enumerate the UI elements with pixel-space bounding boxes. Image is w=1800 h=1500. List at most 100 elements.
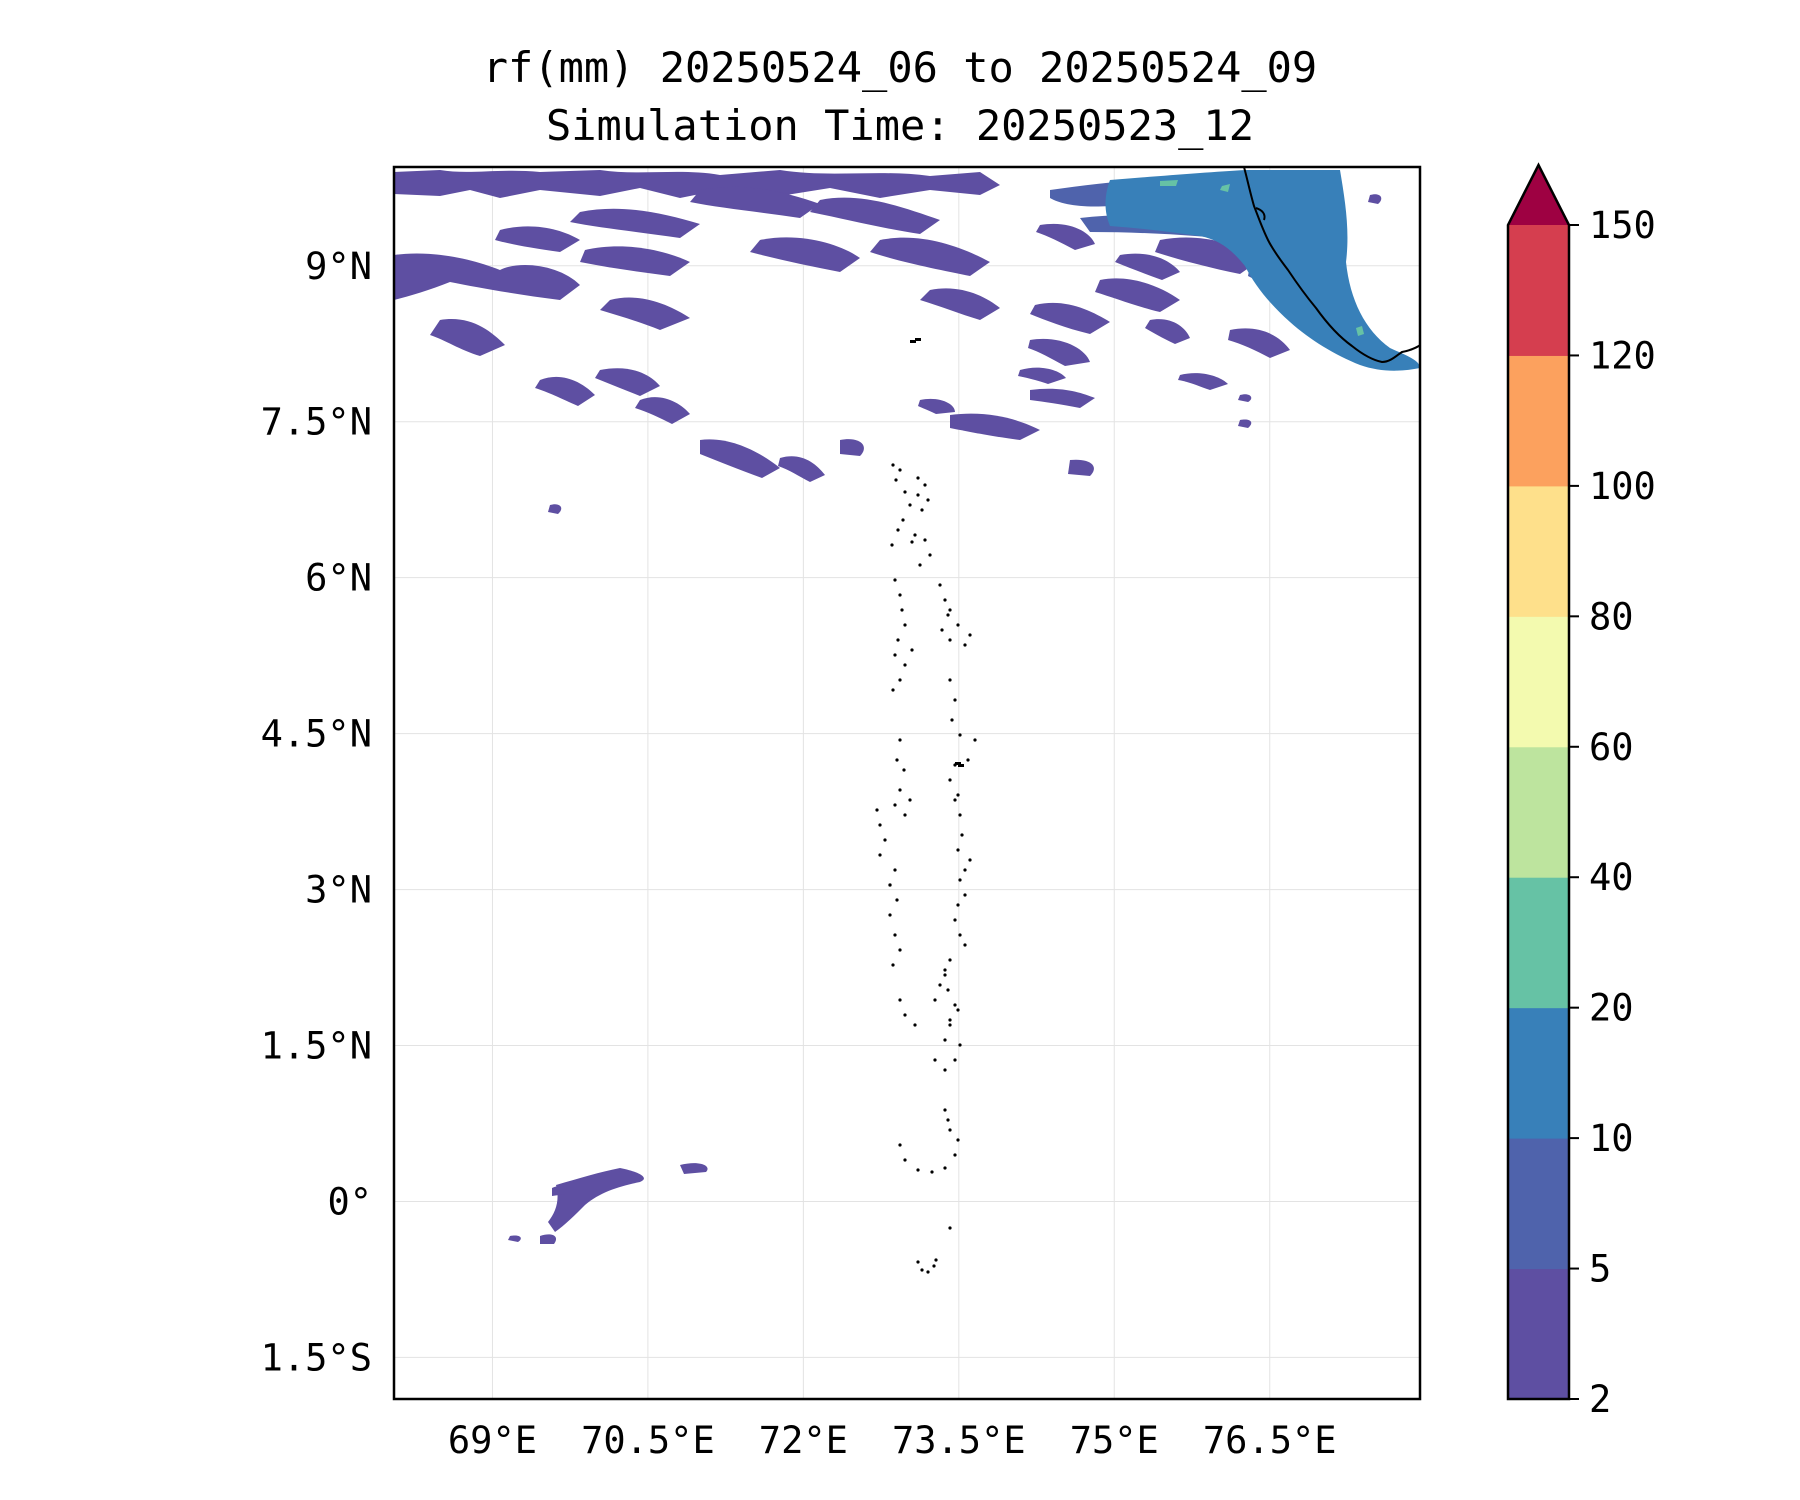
lon-tick-label: 73.5°E xyxy=(892,1419,1026,1462)
atoll-dot xyxy=(920,508,924,512)
atoll-dot xyxy=(946,1118,950,1122)
atoll-dot xyxy=(926,498,930,502)
atoll-dot xyxy=(933,998,937,1002)
rain-light-areas xyxy=(394,170,1382,1244)
atoll-dot xyxy=(966,758,970,762)
atoll-dot xyxy=(948,958,952,962)
atoll-dot xyxy=(916,1168,920,1172)
atoll-dot xyxy=(953,1058,957,1062)
atoll-dot xyxy=(903,490,907,494)
atoll-dot xyxy=(913,1023,917,1027)
atoll-dot xyxy=(891,963,895,967)
atoll-dot xyxy=(963,868,967,872)
atoll-dot xyxy=(943,1038,947,1042)
atoll-dot xyxy=(883,838,887,842)
atoll-dot xyxy=(898,998,902,1002)
colorbar-level-label: 5 xyxy=(1589,1248,1611,1291)
lat-tick-label: 6°N xyxy=(305,557,372,600)
atoll-dot xyxy=(940,628,944,632)
atoll-dot xyxy=(893,578,897,582)
atoll-dot xyxy=(953,698,957,702)
atoll-dot xyxy=(896,638,900,642)
atoll-dot xyxy=(956,623,960,627)
atoll-dot xyxy=(963,943,967,947)
atoll-dot xyxy=(943,598,947,602)
atoll-dot xyxy=(946,613,950,617)
atoll-dot xyxy=(948,678,952,682)
coastline-detail xyxy=(1255,207,1266,221)
colorbar-segment xyxy=(1508,1138,1569,1270)
atoll-dot xyxy=(926,1270,930,1274)
atoll-dot xyxy=(893,653,897,657)
atoll-dot xyxy=(891,463,895,467)
atoll-dot xyxy=(898,788,902,792)
atoll-dot xyxy=(948,1023,952,1027)
latitude-labels: 9°N 7.5°N 6°N 4.5°N 3°N 1.5°N 0° 1.5°S xyxy=(261,245,372,1380)
chart-title-line2: Simulation Time: 20250523_12 xyxy=(545,101,1254,150)
colorbar-level-label: 60 xyxy=(1589,726,1634,769)
colorbar-segment xyxy=(1508,746,1569,878)
atoll-dot xyxy=(934,1258,938,1262)
atoll-dot xyxy=(903,623,907,627)
atoll-dot xyxy=(943,1166,947,1170)
atoll-dot xyxy=(948,1018,952,1022)
atoll-dot xyxy=(943,1068,947,1072)
atoll-dot xyxy=(890,543,894,547)
colorbar-extend-max xyxy=(1508,165,1569,225)
atoll-dot xyxy=(875,808,879,812)
atoll-dot xyxy=(958,733,962,737)
lon-tick-label: 76.5°E xyxy=(1203,1419,1337,1462)
atoll-dot xyxy=(956,848,960,852)
rainfall-layer xyxy=(394,170,1420,1244)
lon-tick-label: 70.5°E xyxy=(581,1419,715,1462)
atoll-dot xyxy=(930,1170,934,1174)
atoll-dot xyxy=(953,918,957,922)
atoll-dot xyxy=(943,1108,947,1112)
coastline-india xyxy=(1243,167,1420,364)
atoll-dot xyxy=(953,1003,957,1007)
lat-tick-label: 0° xyxy=(327,1180,372,1223)
atoll-dot xyxy=(973,738,977,742)
colorbar-level-label: 40 xyxy=(1589,856,1634,899)
atoll-dot xyxy=(878,823,882,827)
atoll-dot xyxy=(923,538,927,542)
atoll-dot xyxy=(898,678,902,682)
longitude-labels: 69°E 70.5°E 72°E 73.5°E 75°E 76.5°E xyxy=(448,1419,1337,1462)
atoll-dot xyxy=(898,948,902,952)
atoll-dot xyxy=(916,493,920,497)
atoll-dot xyxy=(903,813,907,817)
atoll-dot xyxy=(913,533,917,537)
colorbar-level-label: 2 xyxy=(1589,1378,1611,1421)
lat-tick-label: 1.5°S xyxy=(261,1336,372,1379)
colorbar-segment xyxy=(1508,355,1569,487)
atoll-dot xyxy=(948,638,952,642)
atoll-dot xyxy=(916,476,920,480)
colorbar-level-label: 120 xyxy=(1589,334,1656,377)
maldives-atolls xyxy=(875,338,977,1274)
atoll-dot xyxy=(933,1058,937,1062)
atoll-dot xyxy=(898,1143,902,1147)
atoll-dot xyxy=(960,833,964,837)
atoll-dot xyxy=(916,1260,920,1264)
atoll-dot xyxy=(953,798,957,802)
colorbar-level-label: 80 xyxy=(1589,595,1634,638)
atoll-dot xyxy=(928,553,932,557)
atoll-dot xyxy=(943,973,947,977)
atoll-dot xyxy=(893,933,897,937)
atoll-dot xyxy=(923,483,927,487)
atoll-dot xyxy=(953,1153,957,1157)
atoll-dot xyxy=(901,518,905,522)
chart-title-line1: rf(mm) 20250524_06 to 20250524_09 xyxy=(482,43,1318,92)
colorbar-segment xyxy=(1508,485,1569,617)
atoll-dot xyxy=(963,643,967,647)
lat-tick-label: 4.5°N xyxy=(261,713,372,756)
atoll-dot xyxy=(918,563,922,567)
atoll-dot xyxy=(958,933,962,937)
atoll-dot xyxy=(948,1226,952,1230)
atoll-dot xyxy=(948,778,952,782)
atoll-dot xyxy=(910,540,914,544)
atoll-dot xyxy=(900,608,904,612)
colorbar-segment xyxy=(1508,225,1569,356)
atoll-dot xyxy=(903,1158,907,1162)
lat-tick-label: 3°N xyxy=(305,869,372,912)
